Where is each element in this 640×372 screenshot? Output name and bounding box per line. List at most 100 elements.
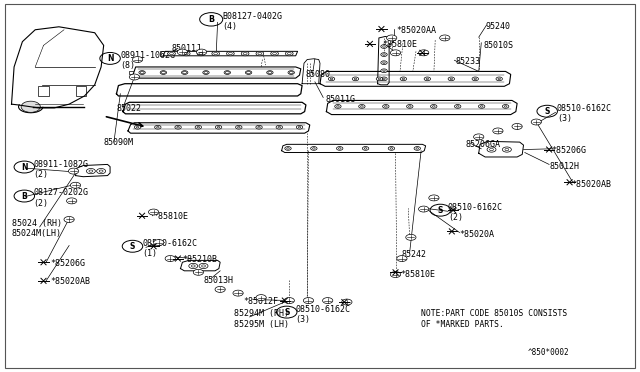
Bar: [76, 86, 86, 96]
Circle shape: [215, 286, 225, 292]
Circle shape: [440, 35, 450, 41]
Circle shape: [21, 101, 40, 112]
Text: *85020AB: *85020AB: [571, 180, 611, 189]
Text: 85013H: 85013H: [204, 276, 234, 285]
Text: *85020AA: *85020AA: [397, 26, 437, 35]
Circle shape: [224, 71, 230, 74]
Circle shape: [233, 290, 243, 296]
Circle shape: [288, 71, 294, 74]
Circle shape: [196, 49, 207, 55]
Circle shape: [381, 77, 387, 81]
Circle shape: [448, 77, 454, 81]
Circle shape: [335, 105, 341, 108]
Text: ^850*0002: ^850*0002: [528, 348, 570, 357]
Circle shape: [376, 77, 383, 81]
Circle shape: [67, 198, 77, 204]
Text: B08127-0402G
(4): B08127-0402G (4): [223, 12, 283, 31]
Text: 08510-6162C
(1): 08510-6162C (1): [142, 239, 197, 258]
Circle shape: [531, 119, 541, 125]
Circle shape: [400, 77, 406, 81]
Circle shape: [227, 51, 234, 56]
Circle shape: [381, 45, 387, 48]
Circle shape: [70, 182, 81, 188]
Circle shape: [381, 61, 387, 65]
Circle shape: [284, 298, 294, 304]
Text: 85294M (RH)
85295M (LH): 85294M (RH) 85295M (LH): [234, 310, 289, 329]
Circle shape: [155, 125, 161, 129]
Text: 08510-6162C
(2): 08510-6162C (2): [448, 203, 503, 222]
Text: *85020AB: *85020AB: [50, 278, 90, 286]
Text: B: B: [208, 15, 214, 24]
Circle shape: [512, 124, 522, 129]
Circle shape: [352, 77, 358, 81]
Circle shape: [419, 206, 429, 212]
Text: 08911-1082G
(2): 08911-1082G (2): [33, 160, 88, 179]
Circle shape: [362, 147, 369, 150]
Text: 85233: 85233: [456, 57, 481, 66]
Text: S: S: [130, 242, 135, 251]
Circle shape: [474, 134, 484, 140]
Circle shape: [175, 125, 181, 129]
Circle shape: [381, 53, 387, 57]
Text: 08127-0202G
(2): 08127-0202G (2): [33, 188, 88, 208]
Text: 85011G: 85011G: [325, 95, 355, 104]
Circle shape: [296, 125, 303, 129]
Circle shape: [303, 298, 314, 304]
Circle shape: [197, 51, 205, 56]
Circle shape: [160, 71, 166, 74]
Circle shape: [406, 105, 413, 108]
Circle shape: [342, 299, 352, 305]
Circle shape: [414, 147, 420, 150]
Circle shape: [390, 50, 401, 56]
Circle shape: [132, 57, 143, 62]
Circle shape: [502, 105, 509, 108]
Text: 85010S: 85010S: [483, 41, 513, 50]
Circle shape: [267, 71, 273, 74]
Bar: [38, 86, 49, 96]
Circle shape: [276, 125, 282, 129]
Circle shape: [472, 77, 479, 81]
Circle shape: [245, 71, 252, 74]
Circle shape: [203, 71, 209, 74]
Circle shape: [64, 217, 74, 222]
Circle shape: [256, 51, 264, 56]
Circle shape: [182, 51, 190, 56]
Text: 85090M: 85090M: [104, 138, 134, 147]
Circle shape: [390, 272, 401, 278]
Text: 08510-6162C
(3): 08510-6162C (3): [296, 305, 351, 324]
Circle shape: [387, 35, 397, 41]
Text: *85206G: *85206G: [552, 146, 587, 155]
Circle shape: [215, 125, 222, 129]
Text: S: S: [438, 206, 443, 215]
Circle shape: [285, 51, 293, 56]
Text: NOTE:PART CODE 85010S CONSISTS
OF *MARKED PARTS.: NOTE:PART CODE 85010S CONSISTS OF *MARKE…: [421, 310, 568, 329]
Circle shape: [134, 125, 141, 129]
Text: 85024 (RH)
85024M(LH): 85024 (RH) 85024M(LH): [12, 219, 61, 238]
Text: 95240: 95240: [485, 22, 510, 31]
Circle shape: [328, 77, 335, 81]
Circle shape: [310, 147, 317, 150]
Circle shape: [148, 209, 159, 215]
Circle shape: [212, 51, 220, 56]
Circle shape: [129, 74, 140, 80]
Circle shape: [496, 77, 502, 81]
Circle shape: [256, 125, 262, 129]
Circle shape: [454, 105, 461, 108]
Circle shape: [479, 105, 485, 108]
Circle shape: [139, 71, 145, 74]
Circle shape: [487, 147, 496, 152]
Text: 85022: 85022: [116, 104, 141, 113]
Circle shape: [236, 125, 242, 129]
Circle shape: [383, 105, 389, 108]
Circle shape: [323, 298, 333, 304]
Circle shape: [424, 77, 431, 81]
Text: 85011J: 85011J: [172, 44, 202, 53]
Circle shape: [86, 169, 95, 174]
Circle shape: [193, 269, 204, 275]
Text: *85206G: *85206G: [50, 259, 85, 268]
Circle shape: [429, 195, 439, 201]
Circle shape: [165, 256, 175, 262]
Text: *85810E: *85810E: [400, 270, 435, 279]
Circle shape: [97, 169, 106, 174]
Circle shape: [182, 71, 188, 74]
